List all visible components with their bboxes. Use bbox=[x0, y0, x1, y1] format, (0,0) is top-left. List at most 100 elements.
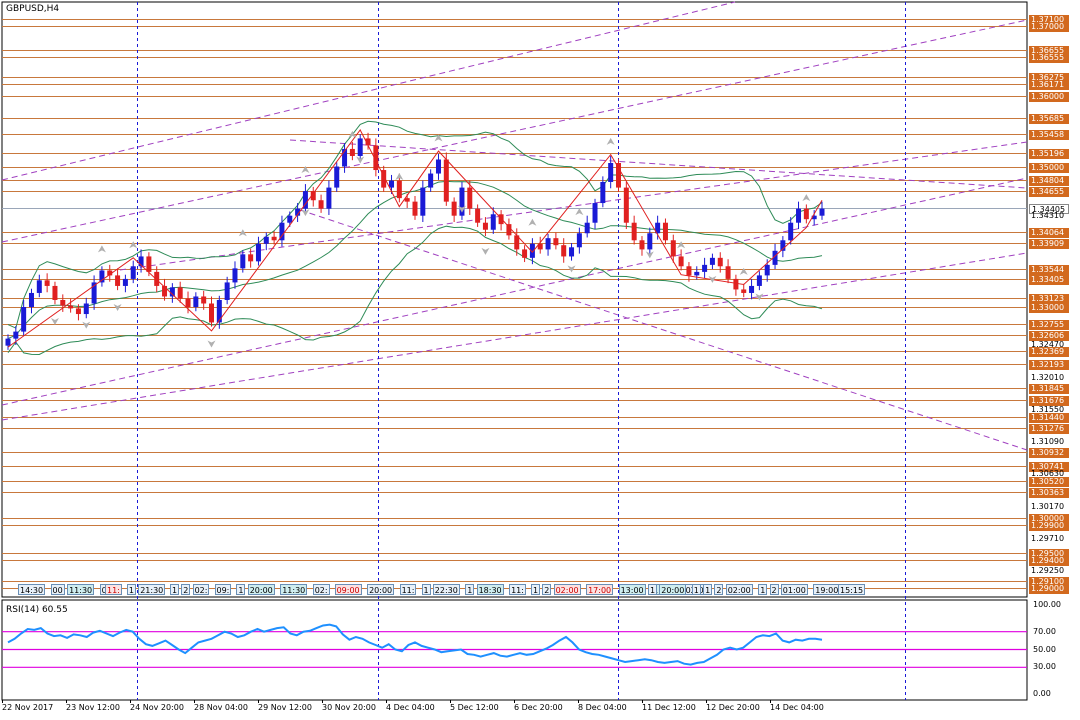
bear-candle bbox=[686, 266, 692, 276]
price-label: 1.36555 bbox=[1029, 52, 1069, 63]
bull-candle bbox=[357, 138, 363, 156]
session-tag: 20:00 bbox=[367, 584, 395, 595]
bull-candle bbox=[389, 180, 395, 188]
bear-candle bbox=[373, 145, 379, 171]
fractal-down-icon bbox=[82, 321, 91, 329]
bull-candle bbox=[83, 303, 89, 315]
rsi-scale-label: 30.00 bbox=[1033, 662, 1056, 672]
trend-line bbox=[1, 252, 1028, 421]
session-tag: 2 bbox=[542, 584, 552, 595]
bear-candle bbox=[107, 270, 113, 276]
price-label: 1.32755 bbox=[1029, 319, 1069, 330]
trend-line bbox=[1, 177, 1028, 406]
price-label: 1.32470 bbox=[1031, 339, 1065, 349]
session-tag: 1 bbox=[236, 584, 246, 595]
price-label: 1.34804 bbox=[1029, 175, 1069, 186]
time-label: 28 Nov 04:00 bbox=[194, 703, 248, 712]
trend-line bbox=[119, 141, 1028, 271]
fractal-down-icon bbox=[567, 265, 576, 273]
time-label: 30 Nov 20:00 bbox=[322, 703, 376, 712]
fractal-up-icon bbox=[739, 267, 748, 275]
time-label: 6 Dec 20:00 bbox=[514, 703, 563, 712]
session-tag: 2 bbox=[181, 584, 191, 595]
price-label: 1.29400 bbox=[1029, 555, 1069, 566]
bull-candle bbox=[694, 271, 700, 276]
session-tag: 11:30 bbox=[67, 584, 95, 595]
day-separators bbox=[2, 2, 906, 703]
bull-candle bbox=[655, 222, 661, 234]
rsi-scale-label: 0.00 bbox=[1033, 689, 1051, 698]
bear-candle bbox=[185, 298, 191, 308]
bear-candle bbox=[482, 222, 488, 230]
rsi-indicator bbox=[2, 623, 1027, 668]
price-label: 1.30630 bbox=[1031, 468, 1065, 478]
bull-candle bbox=[279, 222, 285, 241]
price-label: 1.37100 bbox=[1029, 14, 1069, 25]
time-label: 22 Nov 2017 bbox=[2, 703, 54, 712]
bull-candle bbox=[21, 307, 27, 332]
bear-candle bbox=[623, 187, 629, 223]
rsi-title: RSI(14) 60.55 bbox=[6, 605, 68, 615]
bear-candle bbox=[451, 201, 457, 216]
price-label: 1.33544 bbox=[1029, 264, 1069, 275]
bull-candle bbox=[608, 163, 614, 182]
price-label: 1.30000 bbox=[1029, 513, 1069, 524]
bull-candle bbox=[169, 287, 175, 297]
bollinger-bands bbox=[7, 120, 823, 356]
fractal-down-icon bbox=[356, 156, 365, 164]
session-tag: 11:30 bbox=[280, 584, 308, 595]
fractal-down-icon bbox=[207, 340, 216, 348]
bull-candle bbox=[130, 266, 136, 279]
bull-candle bbox=[240, 254, 246, 269]
bull-candle bbox=[569, 247, 575, 257]
session-tag: 11: bbox=[105, 584, 122, 595]
price-label: 1.29000 bbox=[1029, 583, 1069, 594]
session-tag: 09: bbox=[214, 584, 232, 595]
session-tag: 22:30 bbox=[432, 584, 460, 595]
session-tag: 02:00 bbox=[725, 584, 753, 595]
time-label: 24 Nov 20:00 bbox=[130, 703, 184, 712]
candles bbox=[5, 132, 825, 350]
session-tag: 02:00 bbox=[553, 584, 581, 595]
bull-candle bbox=[749, 285, 755, 293]
bull-candle bbox=[122, 278, 128, 286]
trend-line bbox=[289, 139, 1028, 189]
session-tag: 13:00 bbox=[618, 584, 646, 595]
session-tag: 19:00 bbox=[813, 584, 841, 595]
zigzag-line bbox=[7, 129, 823, 348]
price-label: 1.29710 bbox=[1031, 533, 1065, 543]
time-label: 5 Dec 12:00 bbox=[450, 703, 499, 712]
bull-candle bbox=[592, 203, 598, 223]
fractal-up-icon bbox=[802, 194, 811, 202]
fractal-down-icon bbox=[708, 275, 717, 283]
bull-candle bbox=[295, 208, 301, 216]
bear-candle bbox=[733, 278, 739, 290]
bear-candle bbox=[201, 296, 207, 304]
bear-candle bbox=[506, 224, 512, 236]
price-label: 1.35000 bbox=[1029, 162, 1069, 173]
horizontal-levels bbox=[2, 19, 1027, 589]
zigzag bbox=[7, 129, 823, 348]
bear-candle bbox=[248, 254, 254, 262]
fractal-down-icon bbox=[755, 293, 764, 301]
price-label: 1.35458 bbox=[1029, 129, 1069, 140]
rsi-line bbox=[7, 623, 823, 666]
bull-candle bbox=[702, 264, 708, 272]
price-label: 1.34655 bbox=[1029, 186, 1069, 197]
time-label: 29 Nov 12:00 bbox=[258, 703, 312, 712]
bear-candle bbox=[396, 180, 402, 199]
bear-candle bbox=[514, 235, 520, 250]
price-label: 1.31276 bbox=[1029, 423, 1069, 434]
session-tag: 15:15 bbox=[838, 584, 866, 595]
bear-candle bbox=[404, 198, 410, 202]
bear-candle bbox=[725, 266, 731, 279]
bear-candle bbox=[467, 187, 473, 209]
fractal-up-icon bbox=[677, 241, 686, 249]
price-label: 1.30170 bbox=[1031, 501, 1065, 511]
price-label: 1.35196 bbox=[1029, 148, 1069, 159]
price-label: 1.30520 bbox=[1029, 476, 1069, 487]
bull-candle bbox=[420, 187, 426, 216]
bear-candle bbox=[52, 285, 58, 300]
